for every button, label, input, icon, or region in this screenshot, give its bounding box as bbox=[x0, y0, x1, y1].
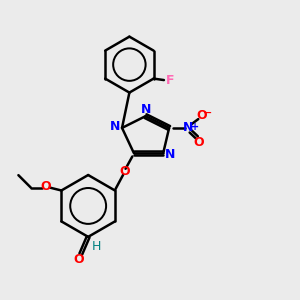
Text: O: O bbox=[119, 165, 130, 178]
Text: N: N bbox=[140, 103, 151, 116]
Text: N: N bbox=[110, 120, 121, 133]
Text: O: O bbox=[196, 109, 206, 122]
Text: O: O bbox=[194, 136, 205, 148]
Text: F: F bbox=[166, 74, 174, 87]
Text: H: H bbox=[92, 240, 101, 253]
Text: O: O bbox=[41, 181, 51, 194]
Text: O: O bbox=[73, 253, 84, 266]
Text: +: + bbox=[191, 122, 199, 132]
Text: N: N bbox=[183, 121, 194, 134]
Text: N: N bbox=[164, 148, 175, 161]
Text: −: − bbox=[203, 108, 213, 118]
